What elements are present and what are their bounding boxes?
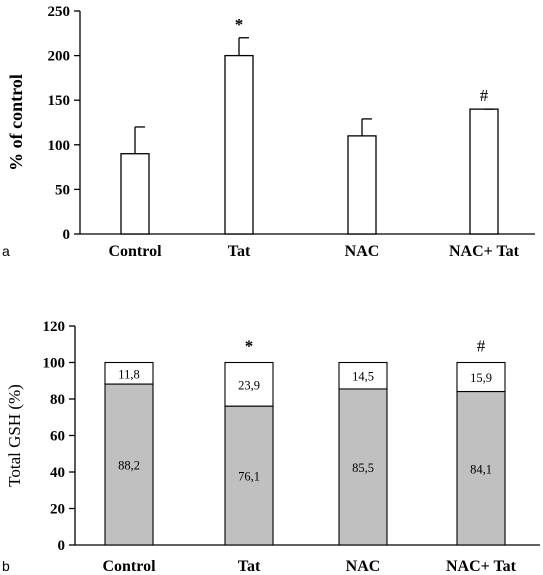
y-tick-label: 200 bbox=[48, 49, 71, 65]
x-tick-label: NAC+ Tat bbox=[446, 558, 517, 575]
bar bbox=[120, 153, 150, 235]
x-tick-label: Tat bbox=[228, 243, 251, 260]
bar-segment-lower bbox=[224, 405, 274, 546]
bar-segment-upper bbox=[338, 361, 388, 390]
panel-b-chart: 0 20 40 60 80 100 120 Total GSH (%) 88,2 11,8 Cont… bbox=[2, 319, 540, 575]
y-axis-label: % of control bbox=[6, 74, 26, 171]
y-tick-label: 120 bbox=[43, 319, 66, 335]
y-tick-label: 0 bbox=[58, 538, 66, 554]
y-tick-label: 250 bbox=[48, 4, 71, 20]
panel-label: a bbox=[2, 243, 10, 259]
y-axis-label: Total GSH (%) bbox=[5, 384, 24, 487]
data-label: 15,9 bbox=[470, 371, 492, 385]
bar-segment-upper bbox=[224, 361, 274, 407]
panel-a-chart: 0 50 100 150 200 250 % of control Control * Tat NA… bbox=[2, 4, 535, 260]
bar-segment-lower bbox=[456, 390, 506, 546]
data-label: 14,5 bbox=[352, 370, 374, 384]
data-label: 85,5 bbox=[352, 461, 374, 475]
x-tick-label: NAC bbox=[346, 558, 381, 575]
y-tick-label: 50 bbox=[55, 182, 70, 198]
y-tick-label: 40 bbox=[50, 465, 65, 481]
significance-marker: * bbox=[235, 15, 244, 34]
x-tick-label: Tat bbox=[238, 558, 261, 575]
y-tick-label: 150 bbox=[48, 93, 71, 109]
x-tick-label: Control bbox=[108, 243, 162, 260]
y-tick-label: 100 bbox=[48, 138, 71, 154]
bar-segment-lower bbox=[104, 383, 154, 546]
data-label: 88,2 bbox=[118, 459, 140, 473]
data-label: 84,1 bbox=[470, 462, 492, 476]
x-tick-label: NAC bbox=[345, 243, 380, 260]
bar-segment-lower bbox=[338, 388, 388, 546]
bar-segment-upper bbox=[456, 361, 506, 393]
data-label: 76,1 bbox=[238, 470, 260, 484]
x-tick-label: Control bbox=[102, 558, 156, 575]
y-tick-label: 60 bbox=[50, 429, 65, 445]
significance-marker: # bbox=[480, 86, 489, 105]
y-tick-label: 100 bbox=[43, 356, 66, 372]
y-tick-label: 0 bbox=[63, 227, 71, 243]
significance-marker: # bbox=[477, 337, 486, 356]
y-tick-label: 20 bbox=[50, 502, 65, 518]
bar-segment-upper bbox=[104, 361, 154, 385]
y-tick-label: 80 bbox=[50, 392, 65, 408]
significance-marker: * bbox=[245, 337, 254, 356]
data-label: 23,9 bbox=[238, 378, 260, 392]
data-label: 11,8 bbox=[118, 367, 139, 381]
bar bbox=[469, 108, 499, 235]
bar bbox=[347, 135, 377, 235]
panel-label: b bbox=[2, 558, 10, 574]
bar bbox=[224, 54, 254, 235]
x-tick-label: NAC+ Tat bbox=[449, 243, 520, 260]
